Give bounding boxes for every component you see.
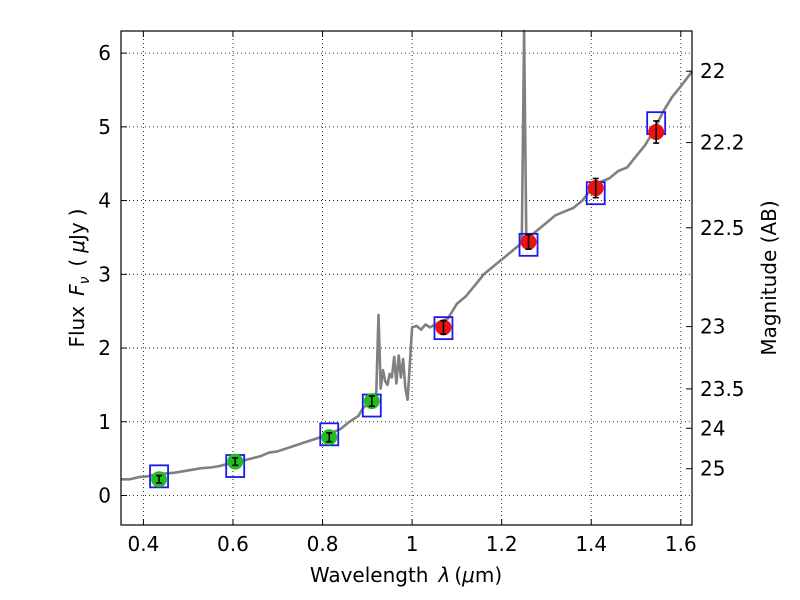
- y-axis-label-unit: Jy: [65, 222, 89, 242]
- x-tick-label: 0.4: [127, 532, 159, 556]
- y-axis-label: Flux Fν ( μJy): [65, 208, 93, 347]
- right-axis-label: Magnitude (AB): [757, 200, 781, 355]
- y-axis-label-close: ): [65, 208, 89, 216]
- x-tick-label: 1.6: [665, 532, 697, 556]
- right-tick-label: 22.2: [700, 131, 745, 155]
- right-tick-label: 23: [700, 315, 725, 339]
- y-tick-label: 1: [98, 410, 111, 434]
- ticks-layer: 0.4 0.6 0.8 1 1.2 1.4 1.601234562222.222.52323…: [98, 31, 745, 556]
- model-spectrum-line: [121, 29, 694, 481]
- x-axis-label-symbol: λ: [437, 563, 450, 587]
- model-photometry-box: [149, 464, 169, 489]
- x-axis-label-prefix: Wavelength: [310, 563, 429, 587]
- model-photometry-box: [319, 422, 340, 447]
- x-tick-label: 1.2: [486, 532, 518, 556]
- y-tick-label: 2: [98, 336, 111, 360]
- right-tick-label: 23.5: [700, 377, 745, 401]
- right-tick-label: 22: [700, 59, 725, 83]
- y-tick-label: 5: [98, 115, 111, 139]
- x-axis-label-unit: m): [475, 563, 502, 587]
- y-axis-label-prefix: Flux: [65, 306, 89, 348]
- y-axis-label-symbol: F: [65, 284, 89, 296]
- x-axis-label-mu: μ: [461, 563, 475, 587]
- y-axis-label-subscript: ν: [77, 276, 93, 284]
- right-tick-label: 25: [700, 457, 725, 481]
- y-axis-label-open: (: [65, 259, 89, 267]
- y-tick-label: 3: [98, 262, 111, 286]
- y-tick-label: 0: [98, 484, 111, 508]
- right-tick-label: 22.5: [700, 216, 745, 240]
- markers-layer: [149, 111, 667, 489]
- x-tick-label: 1: [406, 532, 419, 556]
- y-axis-label-mu: μ: [65, 240, 89, 254]
- grid: [121, 31, 692, 525]
- x-tick-label: 1.4: [575, 532, 607, 556]
- right-tick-label: 24: [700, 416, 725, 440]
- x-axis-label: Wavelength λ (μm): [310, 563, 502, 587]
- spectrum-layer: [121, 29, 694, 481]
- x-tick-label: 0.8: [307, 532, 339, 556]
- plot-frame: [120, 30, 693, 526]
- x-axis-label-open: (: [454, 563, 462, 587]
- y-tick-label: 4: [98, 189, 111, 213]
- x-tick-label: 0.6: [217, 532, 249, 556]
- model-photometry-box: [433, 316, 454, 341]
- y-tick-label: 6: [98, 41, 111, 65]
